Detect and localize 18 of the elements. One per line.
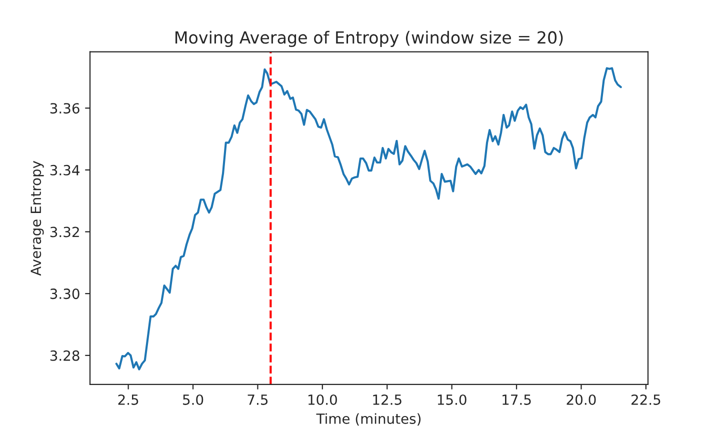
x-axis-title: Time (minutes) — [316, 413, 421, 426]
y-tick-label: 3.36 — [50, 103, 80, 114]
x-tick-label: 5.0 — [183, 394, 204, 405]
x-tick-label: 20.0 — [566, 394, 596, 405]
y-tick-label: 3.28 — [50, 350, 80, 361]
x-tick-label: 12.5 — [373, 394, 402, 405]
x-tick-label: 17.5 — [502, 394, 531, 405]
y-axis-title: Average Entropy — [30, 160, 44, 276]
x-tick-label: 2.5 — [118, 394, 138, 405]
y-tick-label: 3.32 — [50, 226, 79, 238]
line-series — [115, 67, 622, 370]
x-tick-label: 10.0 — [308, 394, 337, 405]
chart-title: Moving Average of Entropy (window size = 20) — [175, 30, 563, 47]
x-tick-label: 7.5 — [248, 394, 268, 405]
y-tick-label: 3.34 — [50, 164, 80, 176]
y-tick-label: 3.30 — [50, 288, 80, 300]
x-tick-label: 22.5 — [631, 394, 660, 405]
x-tick-label: 15.0 — [438, 394, 466, 405]
